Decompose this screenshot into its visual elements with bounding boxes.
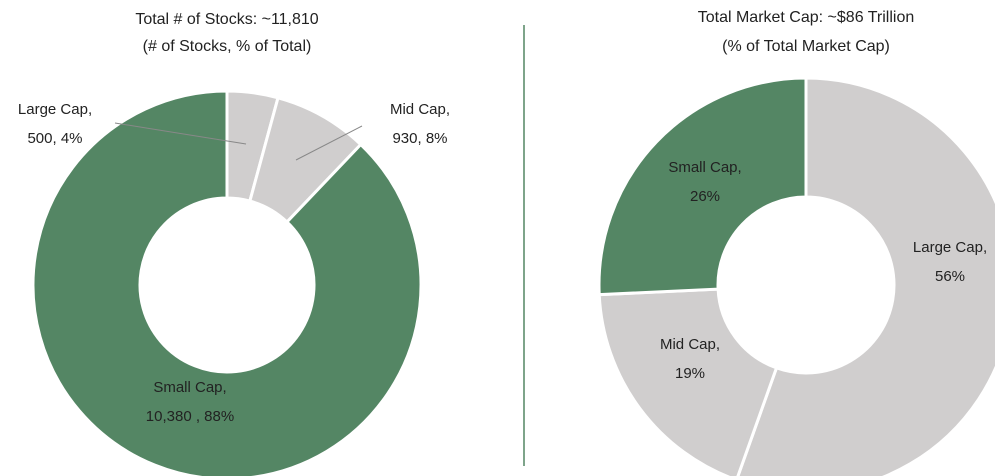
slice-category-label: Large Cap, [18, 101, 92, 118]
slice-category-label: Mid Cap, [660, 336, 720, 353]
slice-category-label: Small Cap, [668, 159, 741, 176]
slice-value-label: 56% [935, 268, 965, 285]
slice-category-label: Large Cap, [913, 239, 987, 256]
donut-slice [31, 89, 423, 476]
chart-title: Total # of Stocks: ~11,810 [135, 11, 318, 28]
slice-category-label: Small Cap, [153, 379, 226, 396]
slice-value-label: 10,380 , 88% [146, 408, 234, 425]
donut-slice [736, 76, 995, 476]
slice-value-label: 26% [690, 188, 720, 205]
slice-value-label: 500, 4% [27, 130, 82, 147]
chart-subtitle: (# of Stocks, % of Total) [143, 38, 312, 55]
slice-category-label: Mid Cap, [390, 101, 450, 118]
leader-line [114, 122, 247, 145]
donut-slice [597, 76, 808, 297]
donut-slice [597, 287, 779, 476]
chart-subtitle: (% of Total Market Cap) [722, 38, 890, 55]
slice-value-label: 930, 8% [392, 130, 447, 147]
leader-line [295, 125, 363, 161]
chart-title: Total Market Cap: ~$86 Trillion [698, 9, 915, 26]
slice-value-label: 19% [675, 365, 705, 382]
